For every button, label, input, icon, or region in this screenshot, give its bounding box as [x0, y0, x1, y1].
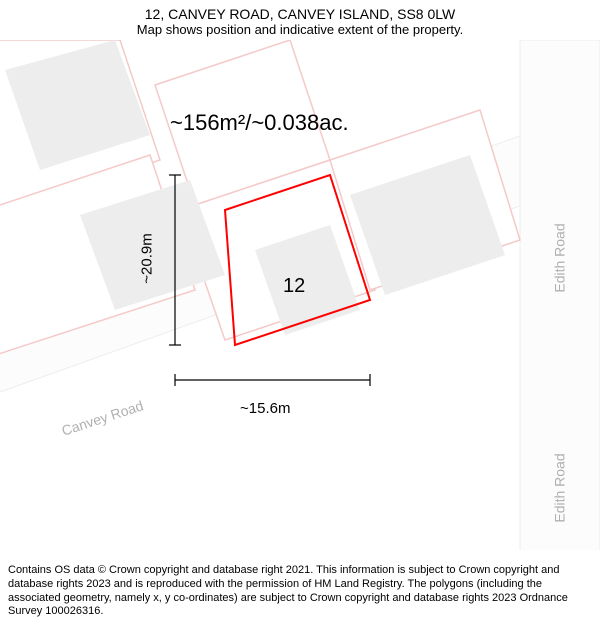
- page-subtitle: Map shows position and indicative extent…: [10, 22, 590, 37]
- area-label: ~156m²/~0.038ac.: [170, 110, 349, 136]
- road-label-edith-2: Edith Road: [552, 453, 568, 522]
- copyright-footer: Contains OS data © Crown copyright and d…: [0, 560, 600, 625]
- road-label-edith-1: Edith Road: [552, 223, 568, 292]
- property-number: 12: [283, 275, 305, 298]
- map-canvas: ~156m²/~0.038ac. 12 ~20.9m ~15.6m Canvey…: [0, 40, 600, 550]
- dimension-horizontal-label: ~15.6m: [240, 400, 290, 417]
- page-title: 12, CANVEY ROAD, CANVEY ISLAND, SS8 0LW: [10, 6, 590, 22]
- dimension-vertical-label: ~20.9m: [139, 233, 156, 283]
- header: 12, CANVEY ROAD, CANVEY ISLAND, SS8 0LW …: [0, 0, 600, 39]
